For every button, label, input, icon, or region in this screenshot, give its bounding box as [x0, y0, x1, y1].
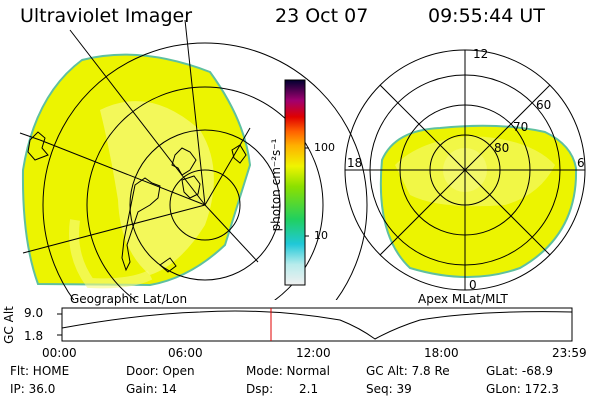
altitude-ylabel: GC Alt	[2, 306, 16, 344]
time-label: 09:55:44 UT	[428, 5, 545, 27]
geo-longitude-status: GLon: 172.3	[486, 382, 559, 396]
instrument-title: Ultraviolet Imager	[20, 5, 193, 27]
mlt-label-12: 12	[473, 47, 489, 61]
uvi-image-panels	[19, 19, 586, 300]
mlt-label-0: 0	[469, 278, 477, 292]
door-status: Door: Open	[126, 364, 195, 378]
magnetic-map	[344, 49, 586, 291]
dsp-value: 2.1	[299, 382, 319, 396]
time-tick-1800: 18:00	[424, 346, 459, 360]
colorbar-tick-10: 10	[314, 229, 328, 242]
colorbar	[284, 79, 309, 286]
mlat-label-60: 60	[536, 98, 552, 112]
ip-status: IP: 36.0	[10, 382, 56, 396]
dsp-label: Dsp:	[246, 382, 274, 396]
flight-status: Flt: HOME	[10, 364, 70, 378]
altitude-tick-1-8: 1.8	[24, 329, 44, 343]
colorbar-unit-label: photon cm⁻²s⁻¹	[269, 138, 283, 232]
magnetic-caption: Apex MLat/MLT	[418, 292, 508, 306]
altitude-tick-9: 9.0	[24, 306, 44, 320]
time-tick-2359: 23:59	[552, 346, 587, 360]
time-tick-1200: 12:00	[296, 346, 331, 360]
geographic-map	[19, 19, 368, 300]
gc-altitude-status: GC Alt: 7.8 Re	[366, 364, 450, 378]
time-tick-0000: 00:00	[42, 346, 77, 360]
geo-latitude-status: GLat: -68.9	[486, 364, 553, 378]
date-label: 23 Oct 07	[275, 5, 369, 27]
altitude-curve	[61, 310, 573, 340]
geographic-caption: Geographic Lat/Lon	[70, 292, 188, 306]
mlat-label-80: 80	[494, 141, 510, 155]
colorbar-scale	[284, 79, 306, 286]
sequence-status: Seq: 39	[366, 382, 412, 396]
mlt-label-6: 6	[577, 156, 585, 170]
gain-status: Gain: 14	[126, 382, 177, 396]
mode-status: Mode: Normal	[246, 364, 330, 378]
mlat-label-70: 70	[513, 120, 529, 134]
mlt-label-18: 18	[347, 156, 363, 170]
altitude-plot-frame	[61, 307, 573, 342]
colorbar-tick-100: 100	[314, 141, 335, 154]
time-tick-0600: 06:00	[168, 346, 203, 360]
altitude-plot	[57, 307, 573, 342]
